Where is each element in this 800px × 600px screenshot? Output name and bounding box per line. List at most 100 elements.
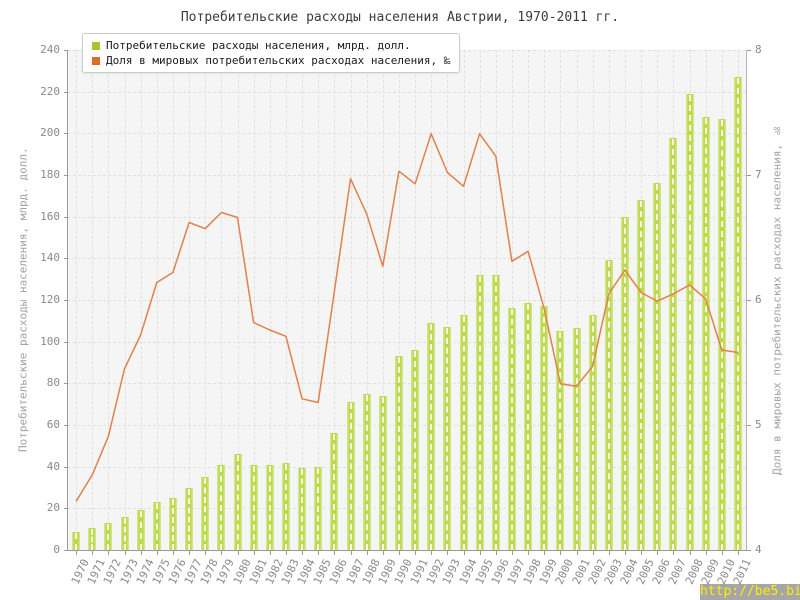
bar-stripe	[252, 465, 255, 550]
bar-stripe	[510, 309, 513, 550]
bar-stripe	[591, 315, 594, 550]
bar-1972	[104, 522, 113, 550]
bar-1975	[152, 502, 161, 550]
x-axis-tick	[253, 551, 255, 555]
watermark-link[interactable]: http://be5.biz/	[700, 584, 800, 600]
legend-swatch-bars	[92, 41, 100, 50]
bar-1999	[540, 306, 549, 550]
x-axis-line	[67, 550, 747, 551]
gridline-vertical	[576, 50, 578, 550]
x-axis-tick	[172, 551, 174, 555]
bar-stripe	[607, 261, 610, 550]
bar-2003	[604, 260, 613, 550]
bar-stripe	[204, 478, 207, 550]
bar-1995	[475, 275, 484, 550]
bar-stripe	[623, 217, 626, 550]
gridline-vertical	[124, 50, 126, 550]
x-axis-tick	[608, 551, 610, 555]
bar-stripe	[672, 138, 675, 550]
bar-1988	[362, 393, 371, 550]
gridline-vertical	[92, 50, 94, 550]
legend: Потребительские расходы населения, млрд.…	[82, 33, 461, 73]
gridline-vertical	[447, 50, 449, 550]
bar-stripe	[268, 465, 271, 550]
y-axis-left-tick-label: 160	[40, 209, 60, 223]
x-axis-tick	[398, 551, 400, 555]
x-axis-tick	[108, 551, 110, 555]
bar-1986	[330, 433, 339, 550]
y-axis-left-tick	[64, 50, 68, 51]
bar-1976	[168, 497, 177, 550]
gridline-horizontal	[68, 341, 746, 343]
x-axis-tick	[495, 551, 497, 555]
bar-2005	[637, 200, 646, 550]
bar-1973	[120, 516, 129, 550]
bar-stripe	[656, 184, 659, 550]
y-axis-right-tick	[747, 425, 751, 426]
bar-stripe	[397, 357, 400, 550]
plot-area	[68, 50, 746, 550]
y-axis-left-tick-label: 100	[40, 334, 60, 348]
x-axis-tick	[350, 551, 352, 555]
gridline-vertical	[140, 50, 142, 550]
bar-stripe	[640, 201, 643, 550]
bar-stripe	[349, 403, 352, 550]
gridline-horizontal	[68, 300, 746, 301]
bar-1996	[491, 275, 500, 550]
bar-stripe	[720, 119, 723, 550]
bar-1991	[411, 350, 420, 550]
x-axis-tick	[156, 551, 158, 555]
y-axis-right-tick	[747, 50, 751, 51]
gridline-vertical	[237, 50, 239, 550]
x-axis-tick	[657, 551, 659, 555]
gridline-vertical	[528, 50, 530, 550]
bar-stripe	[527, 304, 530, 550]
x-axis-tick	[592, 551, 594, 555]
x-axis-tick	[205, 551, 207, 555]
gridline-vertical	[544, 50, 546, 550]
y-axis-left-tick	[64, 258, 68, 260]
y-axis-right-tick-label: 4	[755, 543, 762, 556]
x-axis-tick	[705, 551, 707, 555]
x-axis-tick	[285, 551, 287, 555]
y-axis-left-tick	[64, 175, 68, 176]
bar-stripe	[171, 498, 174, 550]
bar-stripe	[559, 332, 562, 550]
gridline-horizontal	[68, 425, 746, 426]
gridline-vertical	[221, 50, 223, 550]
y-axis-left-tick-label: 200	[40, 126, 60, 140]
gridline-horizontal	[68, 466, 746, 468]
bar-stripe	[575, 329, 578, 550]
bar-1983	[281, 462, 290, 550]
y-axis-left-tick	[64, 383, 68, 385]
x-axis-tick	[447, 551, 449, 555]
bar-1994	[459, 314, 468, 550]
legend-label-line: Доля в мировых потребительских расходах …	[106, 54, 451, 67]
y-axis-left-tick-label: 140	[40, 251, 60, 265]
x-axis-tick	[673, 551, 675, 555]
bar-stripe	[414, 351, 417, 550]
bar-1997	[507, 308, 516, 550]
gridline-vertical	[189, 50, 191, 550]
x-axis-tick	[76, 551, 78, 555]
y-axis-right-tick	[747, 550, 751, 551]
y-axis-left-tick	[64, 91, 68, 93]
x-axis-tick	[366, 551, 368, 555]
y-axis-left-tick	[64, 300, 68, 301]
bar-1980	[233, 454, 242, 550]
bar-1982	[265, 464, 274, 550]
x-axis-tick	[511, 551, 513, 555]
y-axis-left-tick-label: 40	[46, 459, 60, 473]
bar-stripe	[139, 511, 142, 550]
gridline-vertical	[415, 50, 417, 550]
x-axis-tick	[92, 551, 94, 555]
bar-stripe	[75, 533, 78, 550]
bar-2010	[717, 118, 726, 550]
bar-1990	[394, 356, 403, 550]
bar-2008	[685, 93, 694, 550]
gridline-vertical	[108, 50, 110, 550]
bar-1970	[72, 532, 81, 550]
y-axis-left-tick	[64, 550, 68, 551]
y-axis-left-tick-label: 180	[40, 168, 60, 181]
y-axis-right-tick	[747, 175, 751, 176]
